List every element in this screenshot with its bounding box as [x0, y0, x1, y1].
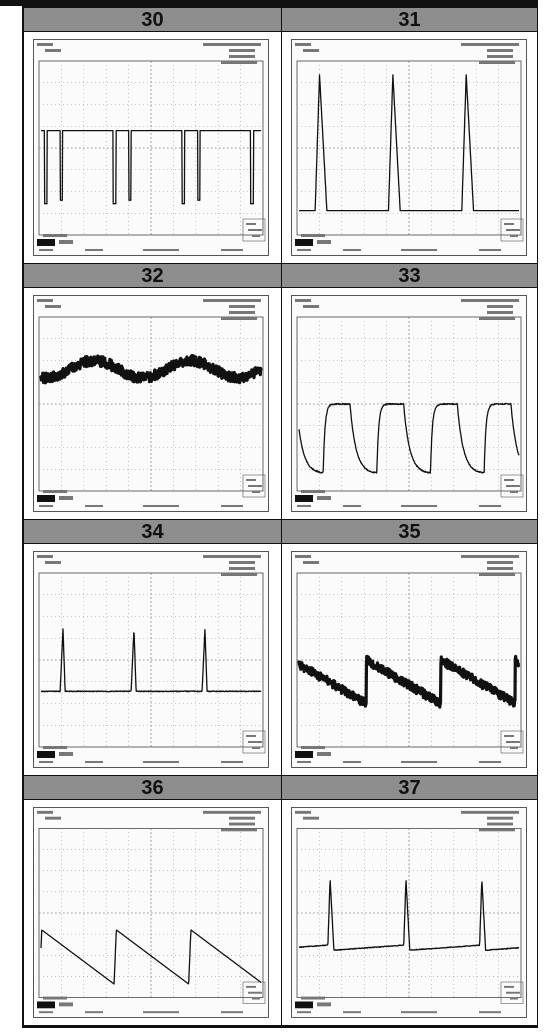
- scope-center-axes: [39, 573, 263, 747]
- scope-readout-marks: [295, 43, 524, 251]
- figure-cell: 34: [24, 520, 282, 776]
- figure-number: 33: [398, 265, 421, 287]
- scope-frame: [33, 551, 269, 768]
- waveform-trace: [298, 880, 520, 952]
- figure-number-header: 32: [24, 264, 281, 288]
- scope-center-axes: [39, 828, 263, 998]
- oscilloscope-screen: [33, 807, 269, 1018]
- figure-cell: 31: [282, 8, 538, 264]
- scope-readout-marks: [37, 299, 266, 507]
- figure-cell: 35: [282, 520, 538, 776]
- oscilloscope-screen: [33, 295, 269, 512]
- oscilloscope-capture: [291, 551, 527, 768]
- waveform-trace: [298, 74, 520, 212]
- oscilloscope-figure-grid: 30 31 32 33 34 35 36 37: [22, 6, 538, 1028]
- oscilloscope-capture: [291, 807, 527, 1018]
- scope-readout-marks: [295, 299, 524, 507]
- waveform-trace: [39, 353, 263, 385]
- waveform-trace: [40, 129, 262, 205]
- scope-readout-marks: [37, 555, 266, 763]
- figure-number: 34: [141, 521, 164, 543]
- figure-cell: 33: [282, 264, 538, 520]
- scope-readout-marks: [37, 810, 266, 1014]
- figure-number-header: 33: [282, 264, 537, 288]
- figure-number-header: 37: [282, 776, 537, 800]
- oscilloscope-screen: [291, 807, 527, 1018]
- figure-cell: 36: [24, 776, 282, 1026]
- scope-frame: [33, 295, 269, 512]
- oscilloscope-capture: [291, 39, 527, 256]
- figure-number: 32: [141, 265, 164, 287]
- scope-frame: [291, 807, 527, 1018]
- oscilloscope-capture: [33, 39, 269, 256]
- waveform-trace: [40, 628, 262, 693]
- oscilloscope-screen: [33, 551, 269, 768]
- figure-number-header: 31: [282, 8, 537, 32]
- scope-center-axes: [297, 828, 521, 998]
- scope-frame: [33, 807, 269, 1018]
- top-rule: [0, 0, 538, 6]
- scope-readout-marks: [295, 810, 524, 1014]
- figure-number: 37: [398, 777, 421, 799]
- oscilloscope-screen: [33, 39, 269, 256]
- scope-center-axes: [39, 317, 263, 491]
- scope-center-axes: [297, 61, 521, 235]
- scope-frame: [291, 295, 527, 512]
- figure-number-header: 30: [24, 8, 281, 32]
- figure-number: 36: [141, 777, 164, 799]
- scope-center-axes: [297, 573, 521, 747]
- figure-number: 31: [398, 9, 421, 31]
- scope-readout-marks: [295, 555, 524, 763]
- oscilloscope-screen: [291, 551, 527, 768]
- scope-frame: [291, 551, 527, 768]
- oscilloscope-capture: [33, 551, 269, 768]
- figure-number-header: 35: [282, 520, 537, 544]
- waveform-trace: [298, 402, 520, 474]
- scope-frame: [291, 39, 527, 256]
- waveform-trace: [297, 654, 521, 709]
- oscilloscope-capture: [33, 295, 269, 512]
- figure-cell: 32: [24, 264, 282, 520]
- figure-number-header: 36: [24, 776, 281, 800]
- oscilloscope-screen: [291, 39, 527, 256]
- waveform-trace: [40, 929, 262, 985]
- figure-number: 35: [398, 521, 421, 543]
- oscilloscope-capture: [33, 807, 269, 1018]
- oscilloscope-capture: [291, 295, 527, 512]
- figure-cell: 37: [282, 776, 538, 1026]
- scope-frame: [33, 39, 269, 256]
- scope-readout-marks: [37, 43, 266, 251]
- oscilloscope-screen: [291, 295, 527, 512]
- figure-cell: 30: [24, 8, 282, 264]
- scope-center-axes: [39, 61, 263, 235]
- figure-number-header: 34: [24, 520, 281, 544]
- figure-number: 30: [141, 9, 164, 31]
